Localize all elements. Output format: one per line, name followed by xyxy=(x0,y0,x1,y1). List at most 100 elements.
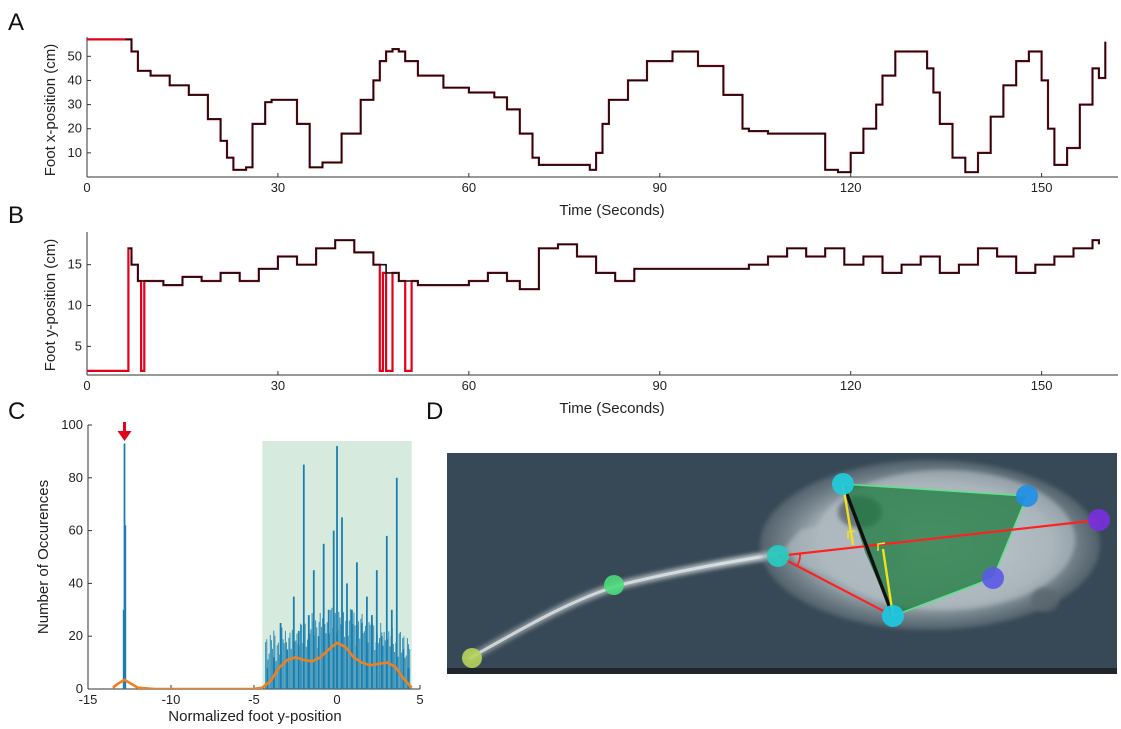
body-part-markers xyxy=(462,473,1110,668)
x-tick-label: 60 xyxy=(462,180,476,195)
histogram-bar xyxy=(399,632,401,689)
histogram-bar xyxy=(279,654,281,689)
histogram-bar xyxy=(295,640,297,689)
histogram-bar xyxy=(395,477,398,689)
x-tick-label: -10 xyxy=(162,692,181,707)
right-hind-paw-marker xyxy=(882,605,904,627)
histogram-bar xyxy=(265,642,267,689)
chart-b-series xyxy=(87,239,1100,372)
histogram-bar xyxy=(304,623,306,689)
y-tick-label: 40 xyxy=(68,72,82,87)
histogram-bar xyxy=(312,621,314,689)
histogram-bar xyxy=(365,625,367,689)
y-tick-label: 60 xyxy=(69,523,83,538)
histogram-bar xyxy=(368,622,370,689)
histogram-bar xyxy=(336,633,337,689)
histogram-bar xyxy=(372,623,373,689)
histogram-bar xyxy=(390,636,392,689)
chart-a-series xyxy=(87,38,1107,174)
nose-marker xyxy=(1088,509,1110,531)
y-tick-label: 10 xyxy=(68,145,82,160)
histogram-bar xyxy=(269,635,271,689)
histogram-bar xyxy=(296,633,298,689)
x-tick-label: 90 xyxy=(653,180,667,195)
histogram-bar xyxy=(336,446,338,689)
x-tick-label: 0 xyxy=(333,692,340,707)
histogram-bar xyxy=(334,612,336,689)
histogram-bar xyxy=(341,517,343,689)
panel-letter-c: C xyxy=(8,398,25,425)
histogram-bar xyxy=(404,657,406,689)
y-tick-label: 50 xyxy=(68,48,82,63)
histogram-bar xyxy=(270,640,272,689)
x-tick-label: 120 xyxy=(840,378,862,393)
chart-b-series-1-line xyxy=(128,239,1100,290)
histogram-bar xyxy=(323,608,325,689)
red-arrow-head xyxy=(117,431,132,441)
x-tick-label: -15 xyxy=(79,692,98,707)
histogram-bar xyxy=(403,636,405,689)
histogram-bar xyxy=(380,623,382,689)
red-arrow-icon xyxy=(117,422,132,441)
tail-mid-marker xyxy=(604,575,624,595)
y-tick-label: 15 xyxy=(68,257,82,272)
histogram-bar xyxy=(383,631,385,689)
panel-letter-d: D xyxy=(426,398,443,425)
histogram-bar xyxy=(402,638,404,689)
chart-a-axes xyxy=(86,37,1118,178)
tail-tip-marker xyxy=(462,648,482,668)
histogram-bar xyxy=(353,612,355,689)
histogram-bar xyxy=(319,613,321,689)
histogram-bar xyxy=(317,647,319,689)
chart-c-ticks: -15 -10 -5 0 5 0 20 40 60 80 100 xyxy=(61,417,423,707)
histogram-bar xyxy=(355,645,357,689)
histogram-bar xyxy=(391,627,393,689)
histogram-bar xyxy=(294,641,296,689)
histogram-bar xyxy=(332,530,335,689)
histogram-bar xyxy=(297,644,299,689)
y-tick-label: 30 xyxy=(68,97,82,112)
x-tick-label: 0 xyxy=(83,180,90,195)
histogram-bar xyxy=(409,649,411,689)
histogram-bar xyxy=(311,613,313,689)
histogram-bar xyxy=(377,643,379,689)
chart-a: 0 30 60 90 120 150 10 20 30 40 50 Time (Seconds) F… xyxy=(42,37,1118,219)
histogram-bar xyxy=(333,615,335,689)
histogram-bar xyxy=(298,645,300,689)
x-tick-label: 60 xyxy=(462,378,476,393)
x-tick-label: 90 xyxy=(653,378,667,393)
histogram-bar xyxy=(301,624,303,689)
histogram-bar xyxy=(363,631,365,689)
x-tick-label: 30 xyxy=(271,180,285,195)
histogram-bar xyxy=(347,635,349,689)
panel-d-mouse-image xyxy=(447,453,1117,674)
histogram-bar xyxy=(349,608,351,689)
chart-a-series-1-line xyxy=(125,38,1107,173)
histogram-bar xyxy=(382,645,384,689)
chart-b-series-0-line xyxy=(87,239,1100,372)
chart-a-xlabel: Time (Seconds) xyxy=(559,202,664,219)
histogram-bar xyxy=(329,633,330,689)
histogram-bar xyxy=(268,653,270,689)
histogram-bar xyxy=(341,606,343,689)
histogram-bar xyxy=(359,638,361,689)
chart-c-xlabel: Normalized foot y-position xyxy=(168,708,341,725)
panel-letter-b: B xyxy=(8,202,24,229)
histogram-bar xyxy=(281,627,283,689)
y-tick-label: 40 xyxy=(69,575,83,590)
histogram-bar xyxy=(389,646,391,689)
histogram-bar xyxy=(266,639,268,689)
histogram-bar xyxy=(384,640,386,689)
histogram-bar xyxy=(408,644,409,689)
chart-a-ticks: 0 30 60 90 120 150 10 20 30 40 50 xyxy=(68,48,1053,195)
histogram-bar xyxy=(283,643,285,689)
histogram-bar xyxy=(406,638,408,689)
histogram-bar xyxy=(348,620,350,689)
histogram-bar xyxy=(337,629,339,689)
histogram-bar xyxy=(332,628,334,689)
y-tick-label: 80 xyxy=(69,470,83,485)
y-tick-label: 100 xyxy=(61,417,83,432)
histogram-bar xyxy=(394,652,396,689)
histogram-bar xyxy=(386,665,387,689)
histogram-bar xyxy=(373,625,375,689)
